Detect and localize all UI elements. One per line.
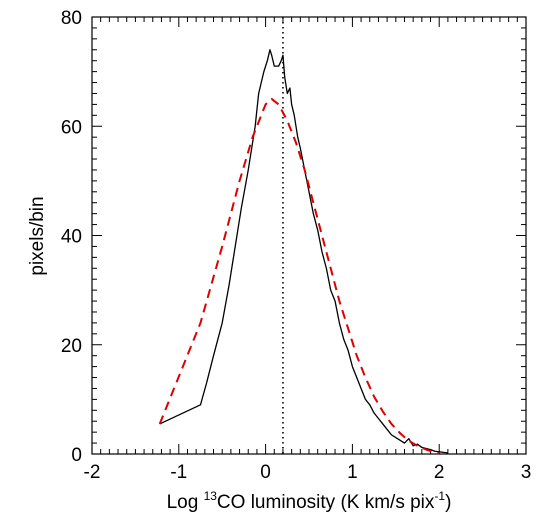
x-tick-label: 1	[347, 462, 358, 483]
tick-labels: -2 -1 0 1 2 3 0 20 40 60 80	[61, 8, 531, 483]
x-axis-label: Log 13CO luminosity (K km/s pix-1)	[167, 489, 452, 513]
y-axis-label: pixels/bin	[27, 196, 48, 275]
y-tick-label: 20	[61, 336, 82, 357]
x-tick-label: -2	[84, 462, 101, 483]
x-tick-label: 2	[434, 462, 445, 483]
axis-ticks	[91, 16, 527, 455]
plot-frame	[91, 16, 527, 455]
x-label-sup-1: 13	[204, 489, 218, 503]
x-label-part-3: )	[445, 492, 451, 513]
y-tick-label: 40	[61, 227, 82, 248]
y-tick-label: 0	[71, 445, 82, 466]
x-tick-label: 0	[260, 462, 271, 483]
histogram-line	[159, 49, 448, 454]
fit-curve-dashed	[158, 97, 440, 455]
y-tick-label: 80	[61, 8, 82, 29]
plot-lines	[158, 17, 448, 455]
y-tick-label: 60	[61, 117, 82, 138]
x-label-part-1: Log	[167, 492, 204, 513]
x-label-part-2: CO luminosity (K km/s pix	[217, 492, 435, 513]
x-tick-label: -1	[170, 462, 187, 483]
x-label-sup-2: -1	[434, 489, 445, 503]
x-tick-label: 3	[521, 462, 532, 483]
